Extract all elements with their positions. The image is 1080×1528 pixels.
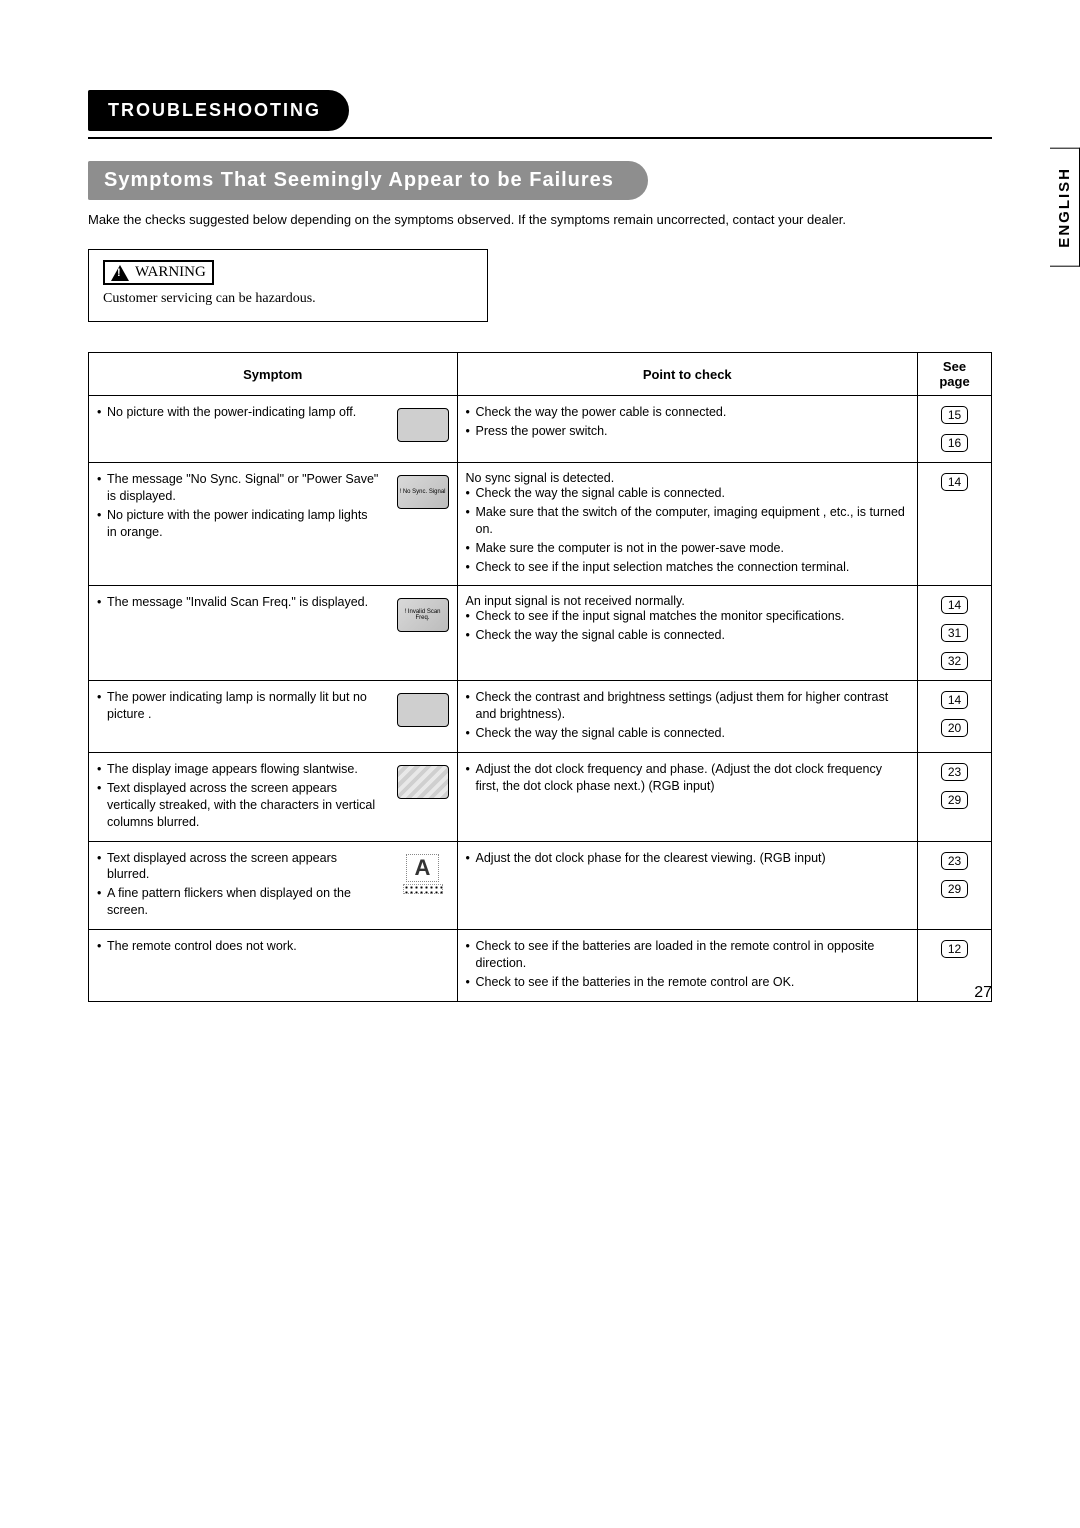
see-page-cell: 14 31 32: [918, 586, 992, 681]
point-item: Check the way the signal cable is connec…: [466, 627, 910, 644]
symptom-item: Text displayed across the screen appears…: [97, 780, 381, 831]
subsection-title: Symptoms That Seemingly Appear to be Fai…: [88, 161, 648, 200]
point-item: Check to see if the input signal matches…: [466, 608, 910, 625]
symptom-icon-cell: [389, 753, 458, 842]
page-ref-badge: 14: [941, 473, 968, 491]
warning-icon: [111, 265, 129, 281]
symptom-cell: The message "No Sync. Signal" or "Power …: [89, 463, 389, 586]
monitor-icon: [397, 408, 449, 442]
page-ref-badge: 32: [941, 652, 968, 670]
table-row: The power indicating lamp is normally li…: [89, 681, 992, 753]
table-row: No picture with the power-indicating lam…: [89, 396, 992, 463]
troubleshooting-table: Symptom Point to check See page No pictu…: [88, 352, 992, 1002]
symptom-item: No picture with the power-indicating lam…: [97, 404, 381, 421]
symptom-cell: The message "Invalid Scan Freq." is disp…: [89, 586, 389, 681]
table-row: Text displayed across the screen appears…: [89, 841, 992, 930]
point-item: Make sure the computer is not in the pow…: [466, 540, 910, 557]
page-ref-badge: 31: [941, 624, 968, 642]
symptom-item: The remote control does not work.: [97, 938, 449, 955]
point-item: Make sure that the switch of the compute…: [466, 504, 910, 538]
table-header-row: Symptom Point to check See page: [89, 353, 992, 396]
point-item: Adjust the dot clock phase for the clear…: [466, 850, 910, 867]
point-cell: Adjust the dot clock frequency and phase…: [457, 753, 918, 842]
warning-box: WARNING Customer servicing can be hazard…: [88, 249, 488, 322]
point-cell: Check the contrast and brightness settin…: [457, 681, 918, 753]
see-page-cell: 1516: [918, 396, 992, 463]
point-item: Press the power switch.: [466, 423, 910, 440]
language-tab: ENGLISH: [1050, 148, 1080, 267]
warning-badge: WARNING: [103, 260, 214, 285]
table-row: The message "Invalid Scan Freq." is disp…: [89, 586, 992, 681]
page-ref-badge: 20: [941, 719, 968, 737]
symptom-cell: Text displayed across the screen appears…: [89, 841, 389, 930]
symptom-icon-cell: ! Invalid Scan Freq.: [389, 586, 458, 681]
table-row: The display image appears flowing slantw…: [89, 753, 992, 842]
page-ref-badge: 16: [941, 434, 968, 452]
point-item: Check the way the signal cable is connec…: [466, 485, 910, 502]
point-item: Check the contrast and brightness settin…: [466, 689, 910, 723]
symptom-icon-cell: [389, 396, 458, 463]
point-cell: Check to see if the batteries are loaded…: [457, 930, 918, 1002]
th-point: Point to check: [457, 353, 918, 396]
page-number: 27: [974, 984, 992, 1002]
page-ref-badge: 12: [941, 940, 968, 958]
symptom-item: The display image appears flowing slantw…: [97, 761, 381, 778]
page-ref-badge: 29: [941, 880, 968, 898]
monitor-flow-icon: [397, 765, 449, 799]
th-see-page: See page: [918, 353, 992, 396]
symptom-icon-cell: A: [389, 841, 458, 930]
title-rule: [88, 137, 992, 139]
symptom-icon-cell: ! No Sync. Signal: [389, 463, 458, 586]
symptom-item: The message "Invalid Scan Freq." is disp…: [97, 594, 381, 611]
see-page-cell: 14: [918, 463, 992, 586]
point-cell: No sync signal is detected.Check the way…: [457, 463, 918, 586]
point-lead: No sync signal is detected.: [466, 471, 910, 485]
table-row: The remote control does not work. Check t…: [89, 930, 992, 1002]
see-page-cell: 14 20: [918, 681, 992, 753]
page-ref-badge: 29: [941, 791, 968, 809]
th-symptom: Symptom: [89, 353, 458, 396]
symptom-icon-cell: [389, 681, 458, 753]
monitor-icon: [397, 693, 449, 727]
blur-text-icon: A: [397, 854, 449, 894]
monitor-msg-icon: ! No Sync. Signal: [397, 475, 449, 509]
symptom-item: The power indicating lamp is normally li…: [97, 689, 381, 723]
symptom-cell: The power indicating lamp is normally li…: [89, 681, 389, 753]
intro-text: Make the checks suggested below dependin…: [88, 212, 992, 227]
point-item: Check the way the signal cable is connec…: [466, 725, 910, 742]
page-ref-badge: 15: [941, 406, 968, 424]
symptom-item: Text displayed across the screen appears…: [97, 850, 381, 884]
see-page-cell: 23 29: [918, 841, 992, 930]
see-page-cell: 23 29: [918, 753, 992, 842]
point-lead: An input signal is not received normally…: [466, 594, 910, 608]
point-item: Check to see if the batteries are loaded…: [466, 938, 910, 972]
point-item: Check the way the power cable is connect…: [466, 404, 910, 421]
point-cell: An input signal is not received normally…: [457, 586, 918, 681]
page-ref-badge: 14: [941, 596, 968, 614]
warning-label: WARNING: [135, 264, 206, 281]
monitor-msg-icon: ! Invalid Scan Freq.: [397, 598, 449, 632]
table-row: The message "No Sync. Signal" or "Power …: [89, 463, 992, 586]
symptom-item: A fine pattern flickers when displayed o…: [97, 885, 381, 919]
point-cell: Check the way the power cable is connect…: [457, 396, 918, 463]
point-item: Check to see if the input selection matc…: [466, 559, 910, 576]
point-cell: Adjust the dot clock phase for the clear…: [457, 841, 918, 930]
point-item: Adjust the dot clock frequency and phase…: [466, 761, 910, 795]
section-title: TROUBLESHOOTING: [88, 90, 349, 131]
symptom-item: No picture with the power indicating lam…: [97, 507, 381, 541]
symptom-cell: No picture with the power-indicating lam…: [89, 396, 389, 463]
symptom-cell: The display image appears flowing slantw…: [89, 753, 389, 842]
warning-text: Customer servicing can be hazardous.: [103, 291, 473, 307]
page-ref-badge: 14: [941, 691, 968, 709]
symptom-cell: The remote control does not work.: [89, 930, 458, 1002]
page-ref-badge: 23: [941, 763, 968, 781]
page-ref-badge: 23: [941, 852, 968, 870]
symptom-item: The message "No Sync. Signal" or "Power …: [97, 471, 381, 505]
point-item: Check to see if the batteries in the rem…: [466, 974, 910, 991]
